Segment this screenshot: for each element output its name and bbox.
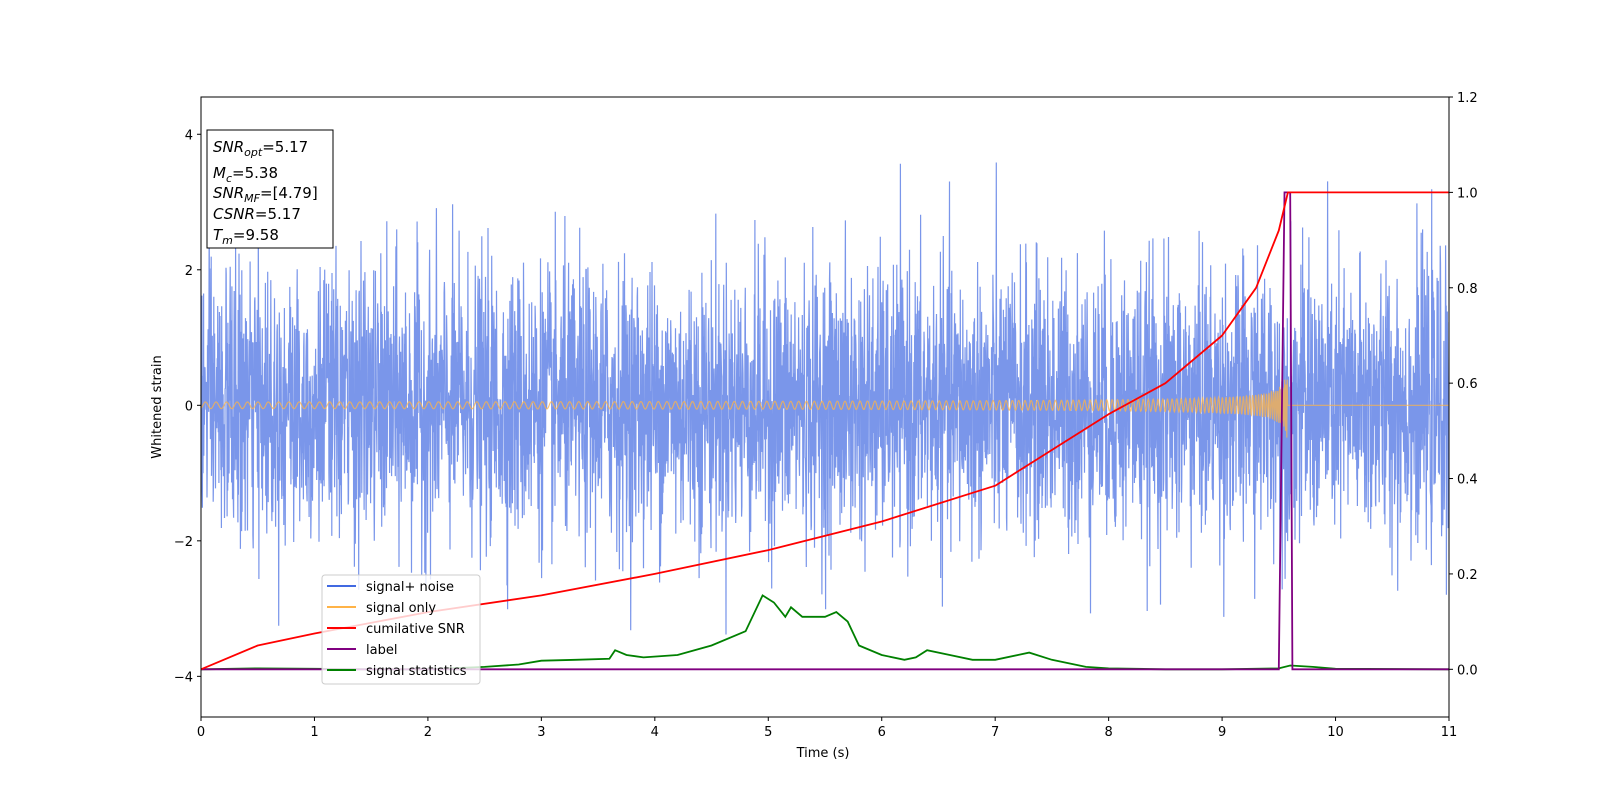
x-tick-label: 0	[197, 725, 205, 740]
legend-label-label: label	[366, 643, 397, 658]
stat-mc: Mc=5.38	[213, 164, 278, 185]
y-right-axis-ticks: 0.0 0.2 0.4 0.6 0.8 1.0 1.2	[1449, 91, 1478, 678]
y-right-tick-label: 0.6	[1457, 377, 1478, 392]
legend-label-signal-statistics: signal statistics	[366, 664, 467, 679]
x-tick-label: 1	[310, 725, 318, 740]
x-axis-ticks: 0 1 2 3 4 5 6 7 8 9 10 11	[197, 717, 1457, 740]
x-tick-label: 10	[1327, 725, 1344, 740]
x-tick-label: 8	[1104, 725, 1112, 740]
plot-frame	[200, 96, 1450, 718]
y-right-tick-label: 1.2	[1457, 91, 1478, 106]
y-right-tick-label: 0.4	[1457, 473, 1478, 488]
y-left-tick-label: 2	[185, 264, 193, 279]
series-signal-noise-line	[201, 162, 1449, 635]
y-right-tick-label: 0.2	[1457, 568, 1478, 583]
y-axis-label: Whitened strain	[150, 355, 165, 458]
x-tick-label: 4	[651, 725, 659, 740]
x-tick-label: 5	[764, 725, 772, 740]
y-right-tick-label: 1.0	[1457, 186, 1478, 201]
y-left-axis-ticks: −4 −2 0 2 4	[174, 128, 201, 685]
x-tick-label: 6	[878, 725, 886, 740]
stat-tm: Tm=9.58	[213, 226, 279, 247]
y-left-tick-label: 0	[185, 399, 193, 414]
series-signal-statistics-line	[201, 594, 1449, 671]
x-tick-label: 9	[1218, 725, 1226, 740]
x-tick-label: 7	[991, 725, 999, 740]
stat-snr-mf: SNRMF=[4.79]	[213, 184, 318, 205]
y-left-tick-label: 4	[185, 128, 193, 143]
y-right-tick-label: 0.8	[1457, 282, 1478, 297]
y-left-tick-label: −4	[174, 670, 193, 685]
y-left-tick-label: −2	[174, 535, 193, 550]
x-axis-label: Time (s)	[796, 746, 850, 761]
series-signal-only-line	[201, 379, 1449, 438]
stats-box: SNRopt=5.17 Mc=5.38 SNRMF=[4.79] CSNR=5.…	[206, 129, 334, 249]
x-tick-label: 11	[1441, 725, 1458, 740]
legend-label-cumulative-snr: cumilative SNR	[366, 622, 465, 637]
y-right-tick-label: 0.0	[1457, 663, 1478, 678]
legend: signal+ noise signal only cumilative SNR…	[321, 574, 481, 685]
legend-label-signal-noise: signal+ noise	[366, 580, 454, 595]
legend-frame	[321, 574, 481, 685]
x-tick-label: 3	[537, 725, 545, 740]
legend-label-signal-only: signal only	[366, 601, 436, 616]
stat-snr-opt: SNRopt=5.17	[213, 138, 308, 159]
stats-box-frame	[206, 129, 334, 249]
x-tick-label: 2	[424, 725, 432, 740]
stat-csnr: CSNR=5.17	[213, 205, 301, 223]
